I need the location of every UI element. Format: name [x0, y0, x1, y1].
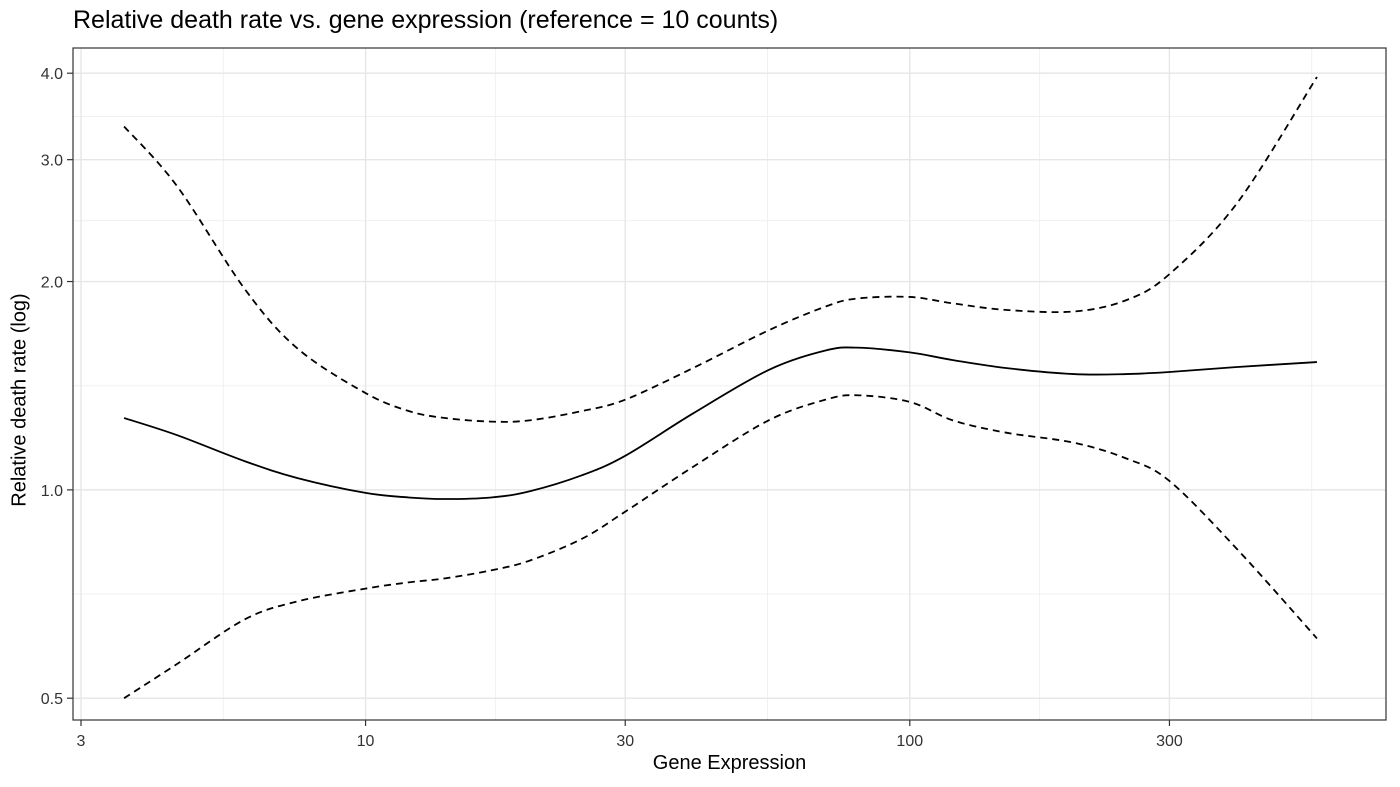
y-tick-label: 3.0: [41, 153, 63, 170]
x-axis: 3 10 30 100 300: [77, 720, 1183, 750]
x-tick-label: 10: [357, 733, 375, 750]
x-tick-label: 100: [896, 733, 923, 750]
y-tick-label: 0.5: [41, 691, 63, 708]
major-gridlines: [73, 48, 1386, 720]
chart-title: Relative death rate vs. gene expression …: [73, 6, 779, 34]
minor-gridlines: [73, 48, 1386, 720]
y-axis: 0.5 1.0 2.0 3.0 4.0: [41, 66, 73, 708]
y-axis-label: Relative death rate (log): [8, 293, 31, 507]
y-tick-label: 4.0: [41, 66, 63, 83]
y-tick-label: 2.0: [41, 275, 63, 292]
lower-ci-line: [123, 394, 1318, 699]
upper-ci-line: [123, 76, 1318, 423]
x-tick-label: 300: [1156, 733, 1183, 750]
plot-panel-border: [72, 47, 1387, 721]
x-tick-label: 3: [77, 733, 86, 750]
series-lines: [123, 76, 1318, 699]
x-axis-label: Gene Expression: [652, 752, 807, 774]
x-tick-label: 30: [616, 733, 634, 750]
estimate-line: [123, 346, 1318, 500]
y-tick-label: 1.0: [41, 483, 63, 500]
